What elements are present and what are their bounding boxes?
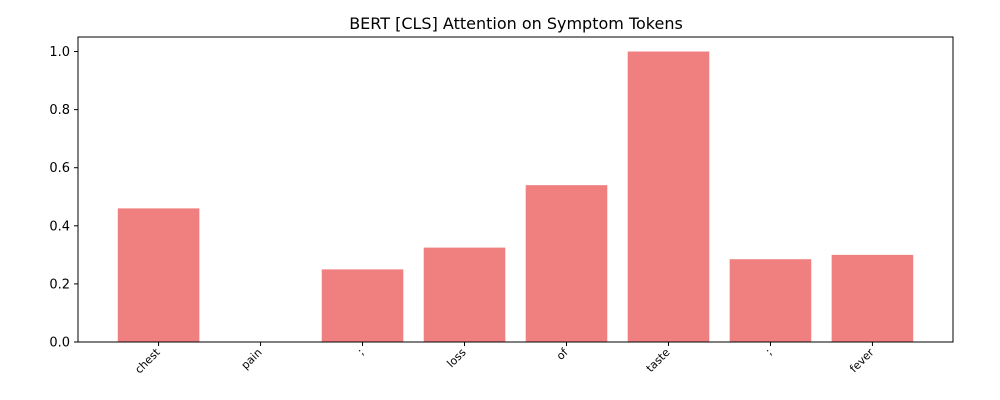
bar-7 xyxy=(831,254,914,342)
y-tick-label: 1.0 xyxy=(49,45,70,60)
y-tick-label: 0.2 xyxy=(49,277,70,292)
bars-group xyxy=(117,51,914,343)
y-tick-label: 0.0 xyxy=(49,336,70,351)
y-tick-label: 0.6 xyxy=(49,161,70,176)
plot-frame xyxy=(77,36,954,343)
x-tick-label: loss xyxy=(444,346,468,370)
bar-0 xyxy=(117,208,200,342)
x-axis: chest pain; loss of taste; fever xyxy=(132,342,877,376)
x-tick-label: taste xyxy=(644,346,673,375)
y-tick-label: 0.8 xyxy=(49,103,70,118)
bar-6 xyxy=(729,259,812,342)
y-tick-label: 0.4 xyxy=(49,219,70,234)
bar-3 xyxy=(423,247,506,342)
bar-4 xyxy=(525,185,608,342)
y-axis: 0.0 0.2 0.4 0.6 0.8 1.0 xyxy=(49,45,78,351)
x-tick-label: fever xyxy=(847,346,877,376)
x-tick-label: pain xyxy=(239,346,265,372)
bar-5 xyxy=(627,51,710,343)
x-tick-label: chest xyxy=(132,345,163,376)
x-tick-label: ; xyxy=(763,346,775,358)
x-tick-label: of xyxy=(554,345,571,362)
bar-2 xyxy=(321,269,404,342)
x-tick-label: ; xyxy=(355,346,367,358)
chart-title: BERT [CLS] Attention on Symptom Tokens xyxy=(349,14,683,33)
